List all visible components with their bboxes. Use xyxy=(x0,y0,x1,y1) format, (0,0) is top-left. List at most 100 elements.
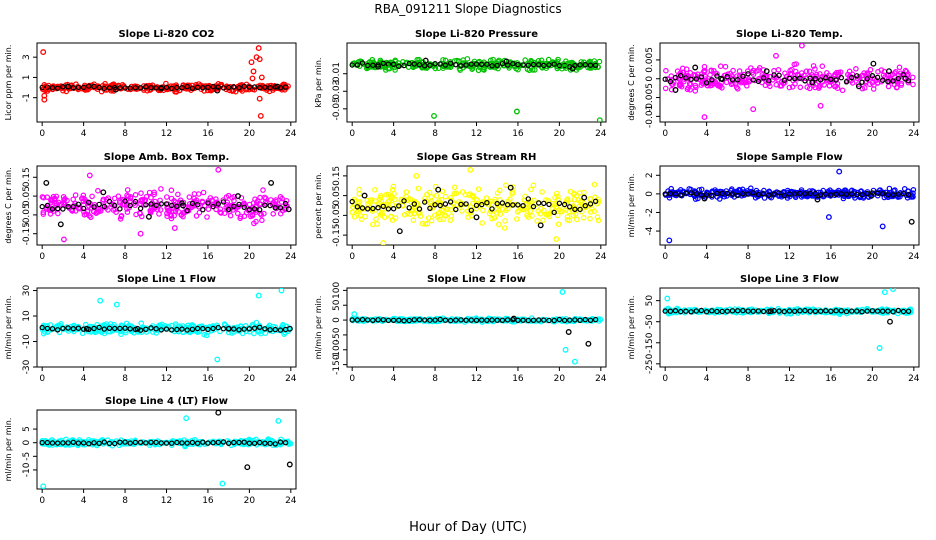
data-point xyxy=(522,193,528,200)
hourly-point xyxy=(864,190,870,197)
data-point xyxy=(223,194,230,200)
hourly-point xyxy=(698,192,705,198)
hourly-point xyxy=(49,440,56,446)
hourly-point xyxy=(132,198,139,205)
data-point xyxy=(462,191,469,198)
data-point xyxy=(464,56,471,62)
hourly-point xyxy=(577,317,583,323)
hourly-point xyxy=(127,85,133,91)
data-point xyxy=(567,188,574,195)
hourly-point xyxy=(536,61,542,68)
data-point xyxy=(431,212,438,219)
hourly-point xyxy=(693,308,700,314)
y-tick-label: -0.15 xyxy=(22,222,32,245)
data-point xyxy=(580,215,587,221)
hourly-point xyxy=(60,325,66,332)
x-tick-label: 0 xyxy=(39,129,45,139)
data-point xyxy=(677,82,684,89)
data-point xyxy=(40,209,47,216)
hourly-point xyxy=(210,325,216,332)
x-tick-label: 16 xyxy=(202,496,214,506)
hourly-point xyxy=(143,84,149,90)
hourly-point xyxy=(859,309,865,315)
hourly-point xyxy=(520,317,526,323)
data-point xyxy=(447,217,454,224)
points xyxy=(39,166,292,243)
hourly-point xyxy=(672,87,679,93)
hourly-point xyxy=(567,204,573,210)
data-point xyxy=(792,81,798,87)
panel-frame xyxy=(36,409,297,490)
hourly-point xyxy=(489,206,495,212)
data-point xyxy=(227,212,234,219)
hourly-point xyxy=(70,439,77,445)
data-point xyxy=(723,79,730,86)
y-tick-label: 2 xyxy=(645,172,655,178)
hourly-point xyxy=(537,222,544,229)
hourly-point xyxy=(797,190,803,197)
data-point xyxy=(571,358,578,365)
data-point xyxy=(124,85,131,92)
hourly-point xyxy=(812,75,819,82)
data-point xyxy=(392,215,399,221)
hourly-point xyxy=(422,199,428,205)
data-point xyxy=(209,197,216,204)
hourly-point xyxy=(755,308,762,314)
data-point xyxy=(540,217,546,224)
data-point xyxy=(196,209,203,216)
hourly-point xyxy=(515,61,521,68)
data-point xyxy=(803,68,810,75)
hourly-point xyxy=(210,83,216,90)
hourly-point xyxy=(349,317,355,323)
hourly-point xyxy=(561,317,568,324)
data-point xyxy=(574,192,580,199)
data-point xyxy=(171,225,178,232)
data-point xyxy=(201,331,208,338)
data-point xyxy=(543,317,550,324)
data-point xyxy=(510,184,517,190)
hourly-point xyxy=(565,329,572,335)
data-point xyxy=(514,209,521,215)
data-point xyxy=(456,58,462,64)
hourly-point xyxy=(75,325,82,331)
data-point xyxy=(581,189,587,196)
data-point xyxy=(248,59,255,66)
hourly-point xyxy=(683,190,689,196)
hourly-point xyxy=(886,68,892,75)
data-point xyxy=(886,185,893,192)
data-point xyxy=(812,66,818,72)
data-point xyxy=(781,79,788,86)
data-point xyxy=(765,80,772,87)
hourly-point xyxy=(592,198,599,204)
hourly-point xyxy=(709,192,715,199)
data-point xyxy=(369,221,376,228)
data-point xyxy=(386,65,393,72)
hourly-point xyxy=(740,191,746,197)
x-tick-label: 8 xyxy=(122,374,128,384)
hourly-point xyxy=(257,324,263,330)
x-tick-label: 12 xyxy=(161,252,172,262)
data-point xyxy=(459,189,466,195)
x-tick-label: 4 xyxy=(391,252,397,262)
data-point xyxy=(60,236,67,243)
hourly-point xyxy=(489,63,495,69)
data-point xyxy=(502,218,508,224)
hourly-point xyxy=(874,74,881,81)
hourly-point xyxy=(484,61,490,67)
data-point xyxy=(125,326,131,332)
hourly-point xyxy=(870,60,877,67)
data-point xyxy=(825,214,832,221)
x-tick-label: 4 xyxy=(391,129,397,139)
hourly-point xyxy=(812,308,819,314)
hourly-point xyxy=(755,78,762,85)
hourly-point xyxy=(740,73,746,79)
data-point xyxy=(168,215,175,222)
data-point xyxy=(773,81,780,88)
data-point xyxy=(431,112,437,119)
hourly-point xyxy=(843,79,850,85)
hourly-point xyxy=(101,203,108,210)
data-point xyxy=(773,52,779,59)
hourly-point xyxy=(189,85,196,92)
hourly-point xyxy=(672,74,679,81)
panel-4: Slope Amb. Box Temp. degrees C per min. 0 4… xyxy=(4,152,297,262)
